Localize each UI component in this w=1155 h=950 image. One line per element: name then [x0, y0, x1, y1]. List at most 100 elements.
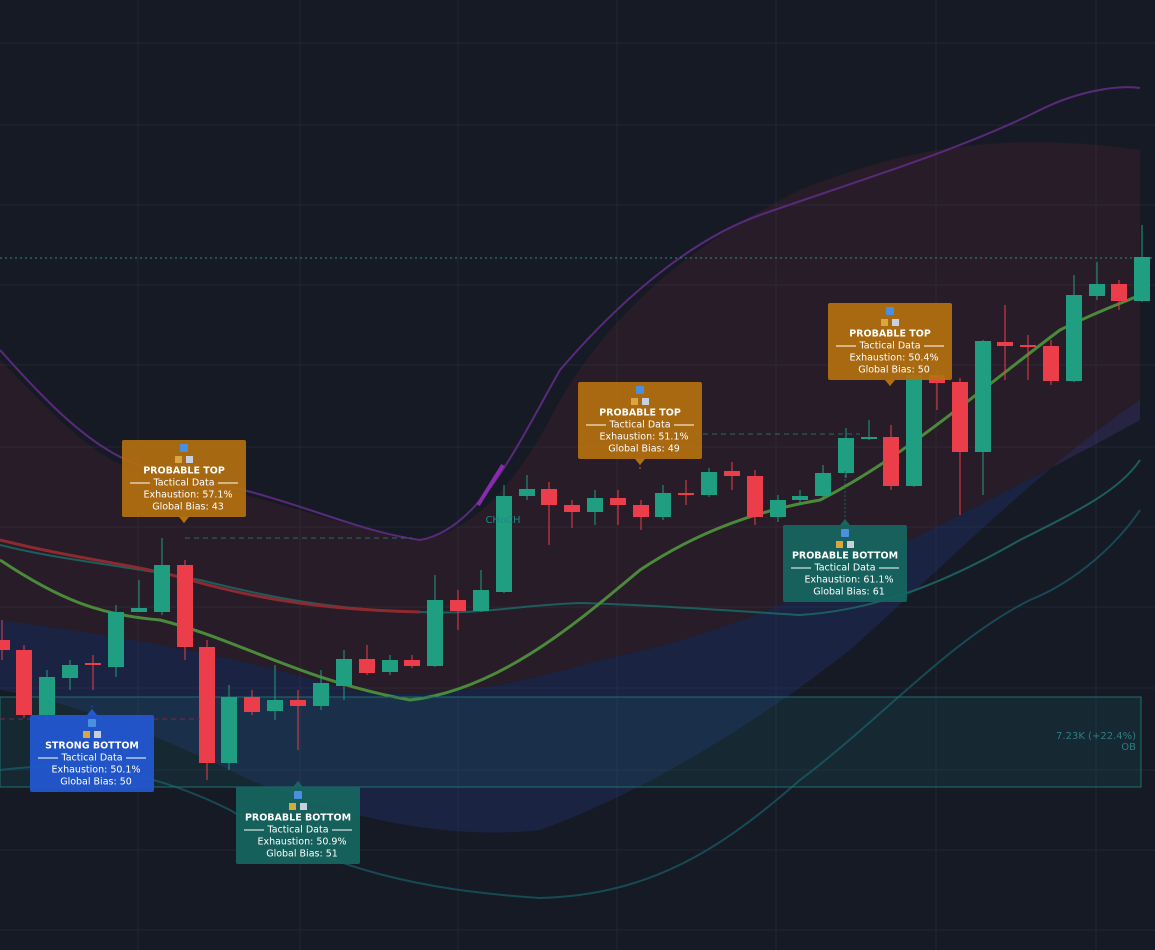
signal-section: Tactical Data [60, 753, 122, 764]
pointer [179, 517, 189, 523]
candle-body [770, 500, 786, 517]
candle-body [221, 697, 237, 763]
candle-body [85, 663, 101, 665]
signal-icon [631, 398, 638, 405]
signal-icon [636, 386, 644, 394]
choch-label: CHoCH [485, 515, 520, 526]
candle-body [39, 677, 55, 715]
candle-body [267, 700, 283, 711]
candle-body [177, 565, 193, 647]
signal-bias: Global Bias: 50 [858, 365, 930, 376]
signal-icon [881, 319, 888, 326]
lower-band [0, 400, 1140, 833]
signal-title: PROBABLE BOTTOM [792, 551, 898, 562]
pointer [840, 519, 850, 525]
candle-body [678, 493, 694, 495]
signal-section: Tactical Data [266, 825, 328, 836]
signal-icon [175, 456, 182, 463]
signal-icon [180, 444, 188, 452]
signal-icon [847, 541, 854, 548]
trend-line [0, 293, 1141, 702]
signal-exhaustion: Exhaustion: 61.1% [804, 575, 893, 586]
signal-icon [83, 731, 90, 738]
signal-bias: Global Bias: 50 [60, 777, 132, 788]
signal-title: PROBABLE TOP [599, 408, 681, 419]
candles [0, 225, 1150, 780]
signal-icon [886, 307, 894, 315]
candle-body [952, 382, 968, 452]
pointer [293, 781, 303, 787]
signal-bias: Global Bias: 43 [152, 502, 224, 513]
signal-exhaustion: Exhaustion: 50.9% [257, 837, 346, 848]
zone-tag: OB [1121, 742, 1136, 753]
candle-body [883, 437, 899, 486]
candle-body [108, 612, 124, 667]
signal-icon [186, 456, 193, 463]
candle-body [1134, 257, 1150, 301]
candle-body [244, 697, 260, 712]
candle-body [975, 341, 991, 452]
candle-body [519, 489, 535, 496]
pointer [87, 709, 97, 715]
signal-box [578, 382, 702, 459]
signal-icon [294, 791, 302, 799]
candle-body [359, 659, 375, 673]
candle-body [1066, 295, 1082, 381]
signal-box [236, 787, 360, 864]
signal-title: PROBABLE TOP [849, 329, 931, 340]
signal-exhaustion: Exhaustion: 50.4% [849, 353, 938, 364]
candle-body [541, 489, 557, 505]
zone-label: 7.23K (+22.4%) [1056, 731, 1136, 742]
candle-body [815, 473, 831, 496]
signal-section: Tactical Data [608, 420, 670, 431]
candle-body [154, 565, 170, 612]
signal-box [828, 303, 952, 380]
signal-icon [88, 719, 96, 727]
signal-section: Tactical Data [152, 478, 214, 489]
signal-title: PROBABLE TOP [143, 466, 225, 477]
candle-body [587, 498, 603, 512]
signal-section: Tactical Data [858, 341, 920, 352]
candle-body [382, 660, 398, 672]
candle-body [16, 650, 32, 715]
signal-icon [841, 529, 849, 537]
candle-body [610, 498, 626, 505]
candle-body [404, 660, 420, 666]
candle-body [997, 342, 1013, 346]
order-block [0, 696, 1142, 788]
signal-box [30, 715, 154, 792]
candle-body [1043, 346, 1059, 381]
signal-icon [300, 803, 307, 810]
signal-box [783, 525, 907, 602]
candle-body [427, 600, 443, 666]
candle-body [655, 493, 671, 517]
candle-body [701, 472, 717, 495]
signal-bias: Global Bias: 49 [608, 444, 680, 455]
candle-body [131, 608, 147, 612]
candle-body [496, 496, 512, 592]
signal-title: STRONG BOTTOM [45, 741, 139, 752]
candle-body [450, 600, 466, 611]
candle-body [792, 496, 808, 500]
candle-body [1020, 345, 1036, 347]
candle-body [747, 476, 763, 517]
signal-icon [642, 398, 649, 405]
signal-section: Tactical Data [813, 563, 875, 574]
candle-body [473, 590, 489, 611]
candle-body [906, 375, 922, 486]
lower-line [0, 509, 1141, 900]
pointer [635, 459, 645, 465]
candle-body [1111, 284, 1127, 301]
signal-icon [94, 731, 101, 738]
candle-body [313, 683, 329, 706]
signal-exhaustion: Exhaustion: 57.1% [143, 490, 232, 501]
mid-line [0, 459, 1141, 617]
candle-body [199, 647, 215, 763]
signal-bias: Global Bias: 61 [813, 587, 885, 598]
candle-body [724, 471, 740, 476]
signal-box [122, 440, 246, 517]
signal-exhaustion: Exhaustion: 51.1% [599, 432, 688, 443]
